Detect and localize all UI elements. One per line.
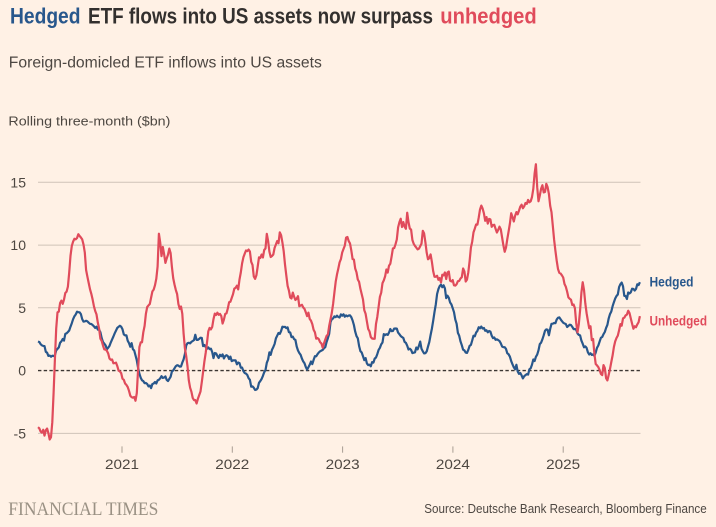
svg-text:2023: 2023 bbox=[326, 456, 360, 472]
svg-text:2025: 2025 bbox=[546, 456, 580, 472]
svg-text:FINANCIAL TIMES: FINANCIAL TIMES bbox=[8, 499, 158, 520]
svg-text:Unhedged: Unhedged bbox=[650, 314, 708, 329]
svg-text:Hedged: Hedged bbox=[650, 274, 694, 289]
svg-text:ETF flows into US assets now s: ETF flows into US assets now surpass bbox=[88, 4, 433, 29]
svg-text:Hedged: Hedged bbox=[10, 4, 81, 29]
svg-text:Source: Deutsche Bank Research: Source: Deutsche Bank Research, Bloomber… bbox=[424, 502, 706, 516]
svg-text:2022: 2022 bbox=[215, 456, 249, 472]
svg-text:Rolling three-month ($bn): Rolling three-month ($bn) bbox=[8, 113, 170, 128]
svg-text:0: 0 bbox=[18, 363, 26, 379]
svg-text:15: 15 bbox=[10, 174, 26, 190]
svg-text:-5: -5 bbox=[14, 425, 27, 441]
svg-text:10: 10 bbox=[10, 237, 26, 253]
svg-text:2024: 2024 bbox=[436, 456, 470, 472]
svg-text:unhedged: unhedged bbox=[440, 4, 536, 29]
svg-text:Foreign-domicled ETF inflows i: Foreign-domicled ETF inflows into US ass… bbox=[9, 55, 322, 72]
svg-text:5: 5 bbox=[18, 300, 26, 316]
svg-text:2021: 2021 bbox=[105, 456, 139, 472]
